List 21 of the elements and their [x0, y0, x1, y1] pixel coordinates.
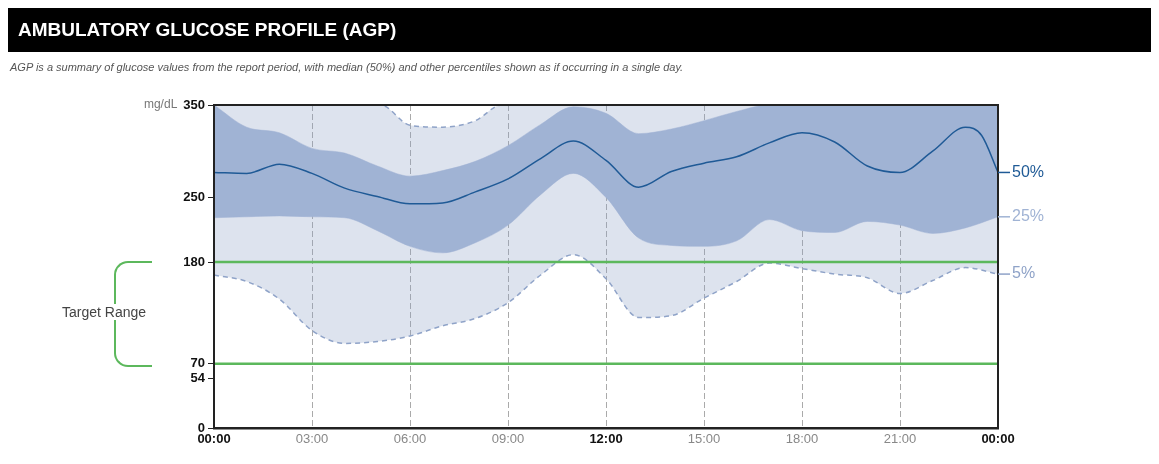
x-tick-label: 12:00: [589, 430, 623, 446]
y-tick-label: 250: [183, 188, 205, 204]
y-axis-title: mg/dL: [143, 97, 178, 112]
x-tick-label: 09:00: [491, 430, 525, 446]
y-tick-label: 350: [183, 96, 205, 112]
y-tick-label: 70: [190, 355, 205, 371]
x-tick-label: 21:00: [883, 430, 917, 446]
y-tick-label: 0: [197, 419, 205, 435]
legend-label: 25%: [1012, 207, 1045, 225]
x-tick-label: 06:00: [393, 430, 427, 446]
x-tick-label: 15:00: [687, 430, 721, 446]
x-tick-label: 00:00: [981, 430, 1015, 446]
text: Target Range: [60, 303, 149, 320]
legend-label: 5%: [1012, 264, 1036, 282]
x-tick-label: 03:00: [295, 430, 329, 446]
chart-title: AMBULATORY GLUCOSE PROFILE (AGP): [8, 8, 1151, 52]
legend-label: 50%: [1012, 162, 1045, 180]
y-tick-label: 180: [183, 253, 205, 269]
y-tick-label: 54: [190, 370, 206, 386]
x-tick-label: 18:00: [785, 430, 819, 446]
chart-subtitle: AGP is a summary of glucose values from the report period, with median (50%) and other percentiles shown as if occurring in a single day.: [8, 60, 685, 75]
